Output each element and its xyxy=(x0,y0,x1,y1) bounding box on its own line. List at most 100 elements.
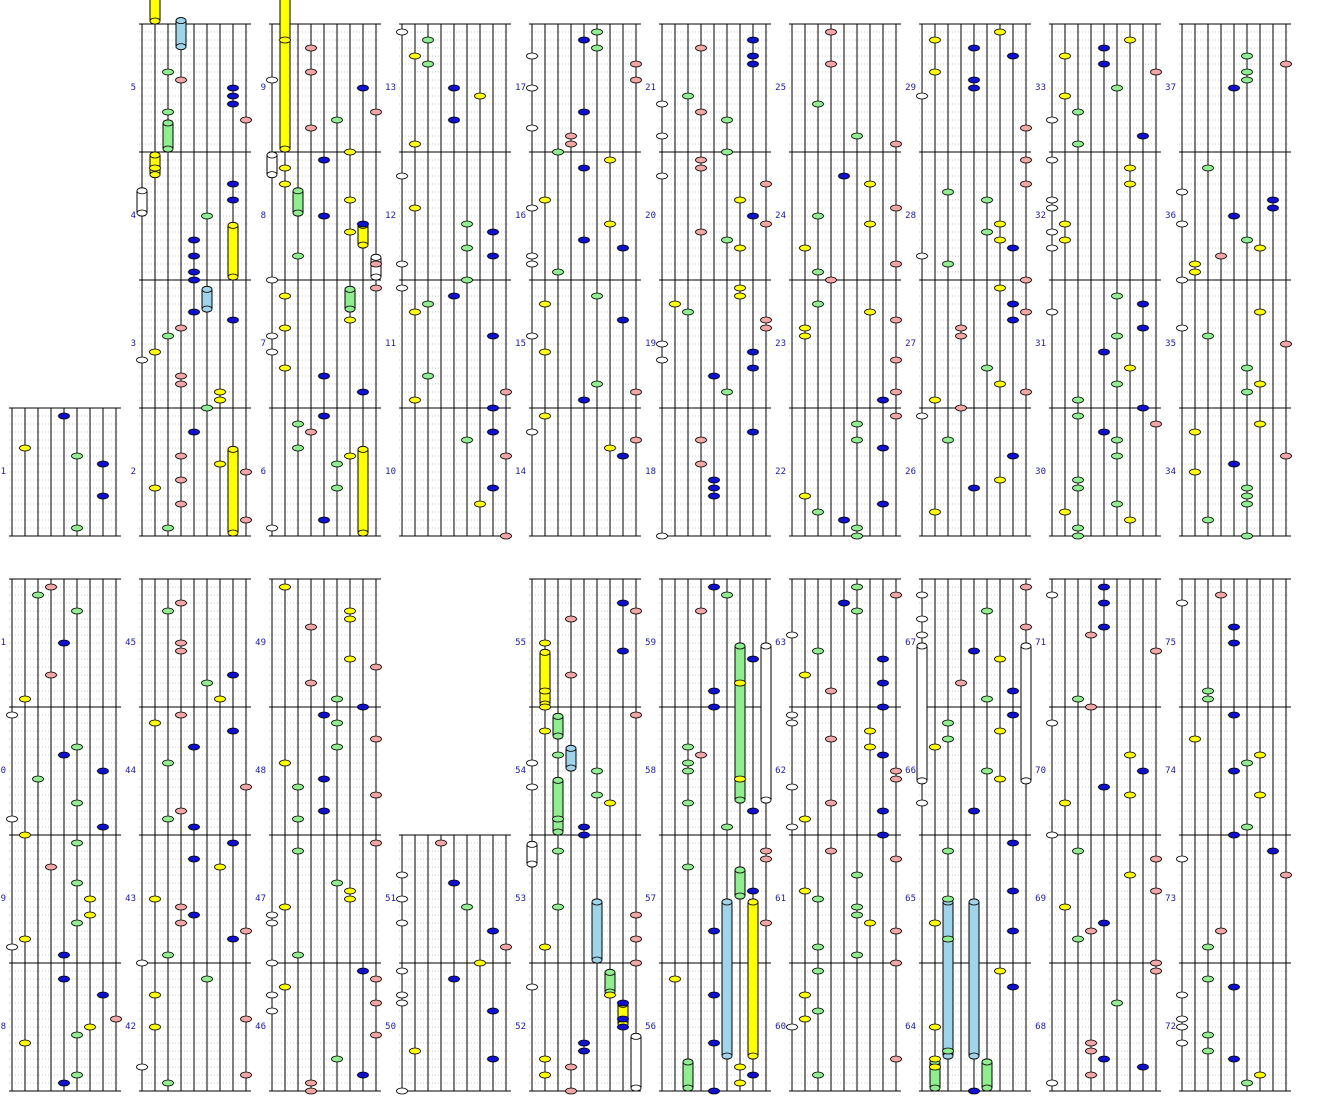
note-pink xyxy=(500,943,512,951)
note-white xyxy=(266,76,278,84)
note-blue xyxy=(617,999,629,1007)
note-white xyxy=(266,911,278,919)
note-yellow xyxy=(539,639,551,647)
note-yellow xyxy=(864,727,876,735)
note-green xyxy=(422,36,434,44)
note-green xyxy=(812,100,824,108)
note-blue xyxy=(58,751,70,759)
note-green xyxy=(292,951,304,959)
note-pink xyxy=(825,847,837,855)
note-pink xyxy=(1020,388,1032,396)
measure-number: 43 xyxy=(125,894,136,904)
note-green xyxy=(591,380,603,388)
note-green xyxy=(162,951,174,959)
note-yellow xyxy=(604,991,616,999)
note-yellow xyxy=(539,1055,551,1063)
note-pink xyxy=(630,60,642,68)
measure-number: 68 xyxy=(1035,1022,1046,1032)
note-yellow xyxy=(1059,508,1071,516)
note-pink xyxy=(565,140,577,148)
measure-column xyxy=(1179,23,1291,537)
note-yellow xyxy=(734,196,746,204)
note-blue xyxy=(617,316,629,324)
note-blue xyxy=(487,228,499,236)
note-white xyxy=(396,284,408,292)
note-yellow xyxy=(344,148,356,156)
note-blue xyxy=(227,671,239,679)
note-yellow xyxy=(929,36,941,44)
note-white xyxy=(396,991,408,999)
note-blue xyxy=(318,775,330,783)
note-blue xyxy=(578,396,590,404)
note-pink xyxy=(305,679,317,687)
long-note-tail xyxy=(734,796,746,804)
note-green xyxy=(682,92,694,100)
note-blue xyxy=(318,212,330,220)
note-white xyxy=(916,591,928,599)
note-white xyxy=(396,999,408,1007)
note-white xyxy=(1176,991,1188,999)
measure-number: 16 xyxy=(515,211,526,221)
long-note-head xyxy=(1020,642,1032,650)
note-yellow xyxy=(279,759,291,767)
note-green xyxy=(591,28,603,36)
measure-number: 52 xyxy=(515,1022,526,1032)
note-green xyxy=(981,228,993,236)
note-pink xyxy=(370,1031,382,1039)
note-white xyxy=(526,52,538,60)
note-blue xyxy=(487,927,499,935)
note-green xyxy=(1202,164,1214,172)
grid-layer xyxy=(9,23,1291,1092)
measure-number: 9 xyxy=(261,83,266,93)
note-yellow xyxy=(214,460,226,468)
note-green xyxy=(331,116,343,124)
long-note-head xyxy=(227,445,239,453)
note-blue xyxy=(487,484,499,492)
note-pink xyxy=(240,1015,252,1023)
measure-number: 40 xyxy=(0,766,6,776)
note-pink xyxy=(825,28,837,36)
note-pink xyxy=(825,687,837,695)
long-note-head xyxy=(357,445,369,453)
measure-number: 28 xyxy=(905,211,916,221)
note-blue xyxy=(1098,348,1110,356)
measure-number: 64 xyxy=(905,1022,916,1032)
measure-number: 34 xyxy=(1165,467,1176,477)
measure-number: 18 xyxy=(645,467,656,477)
note-white xyxy=(266,332,278,340)
measure-number: 2 xyxy=(131,467,136,477)
note-green xyxy=(851,420,863,428)
long-note-light_blue xyxy=(942,898,954,1060)
note-blue xyxy=(487,404,499,412)
note-blue xyxy=(1098,783,1110,791)
note-white xyxy=(656,356,668,364)
note-white xyxy=(656,100,668,108)
note-yellow xyxy=(149,991,161,999)
note-green xyxy=(942,1047,954,1055)
note-pink xyxy=(500,388,512,396)
long-note-tail xyxy=(266,171,278,179)
note-pink xyxy=(1215,252,1227,260)
long-note-head xyxy=(747,898,759,906)
note-green xyxy=(942,847,954,855)
note-yellow xyxy=(994,775,1006,783)
note-pink xyxy=(1215,591,1227,599)
measure-number: 38 xyxy=(0,1022,6,1032)
note-green xyxy=(552,903,564,911)
note-green xyxy=(1202,1031,1214,1039)
note-blue xyxy=(708,703,720,711)
long-note-head xyxy=(565,745,577,752)
note-pink xyxy=(305,428,317,436)
note-white xyxy=(656,172,668,180)
note-green xyxy=(1111,292,1123,300)
note-blue xyxy=(747,36,759,44)
note-blue xyxy=(1007,316,1019,324)
note-pink xyxy=(175,372,187,380)
note-pink xyxy=(370,284,382,292)
long-note-tail xyxy=(929,1084,941,1092)
note-pink xyxy=(175,639,187,647)
note-yellow xyxy=(409,1047,421,1055)
measure-label-layer: 1 234567891011121314151617181920212223242… xyxy=(0,83,1176,1032)
measure-number: 59 xyxy=(645,638,656,648)
long-note-head xyxy=(682,1058,694,1066)
